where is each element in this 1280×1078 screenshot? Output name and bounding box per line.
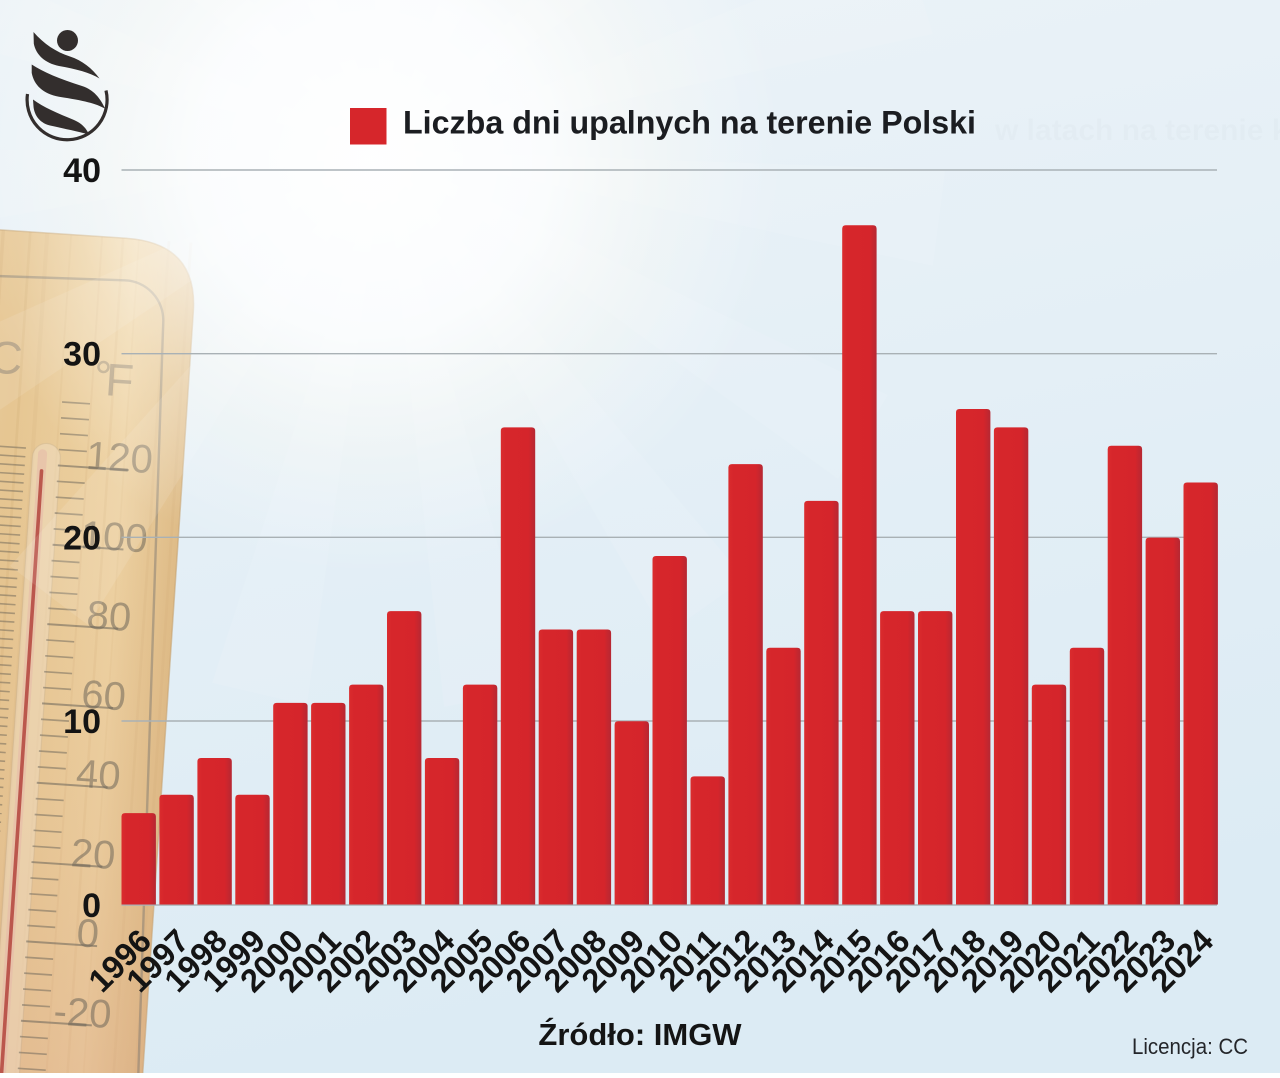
svg-text:Liczba dni upalnych na terenie: Liczba dni upalnych na terenie Polski [403,105,976,141]
svg-text:Źródło: IMGW: Źródło: IMGW [538,1017,742,1052]
svg-text:20: 20 [63,519,101,557]
svg-text:0: 0 [82,887,101,925]
svg-text:w latach na terenie kraju: w latach na terenie kraju [994,114,1280,147]
svg-text:Licencja: CC: Licencja: CC [1132,1034,1248,1059]
svg-text:30: 30 [63,336,101,374]
svg-text:40: 40 [63,152,101,190]
svg-text:10: 10 [63,703,101,741]
